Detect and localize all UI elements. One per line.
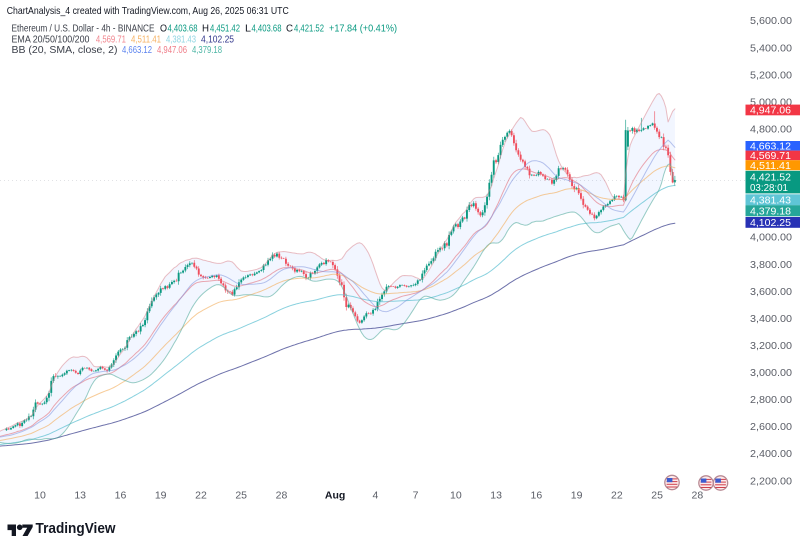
svg-text:5,600.00: 5,600.00 [750, 15, 792, 27]
svg-text:13: 13 [490, 490, 502, 502]
svg-text:EMA 20/50/100/200: EMA 20/50/100/200 [12, 34, 90, 45]
svg-text:+17.84 (+0.41%): +17.84 (+0.41%) [329, 24, 397, 35]
svg-text:28: 28 [276, 490, 288, 502]
svg-text:4,403.68: 4,403.68 [168, 24, 198, 35]
svg-text:4,663.12: 4,663.12 [122, 45, 152, 56]
svg-text:C: C [286, 24, 293, 35]
svg-text:Ethereum / U.S. Dollar - 4h -: Ethereum / U.S. Dollar - 4h - BINANCE [12, 24, 155, 35]
svg-text:4: 4 [372, 490, 378, 502]
svg-text:5,200.00: 5,200.00 [750, 69, 792, 81]
svg-text:2,400.00: 2,400.00 [750, 448, 792, 460]
svg-text:3,400.00: 3,400.00 [750, 313, 792, 325]
svg-text:25: 25 [651, 490, 663, 502]
svg-text:25: 25 [235, 490, 247, 502]
svg-text:4,569.71: 4,569.71 [96, 34, 126, 45]
svg-text:4,000.00: 4,000.00 [750, 232, 792, 244]
svg-text:2,600.00: 2,600.00 [750, 421, 792, 433]
svg-text:4,511.41: 4,511.41 [131, 34, 161, 45]
svg-text:10: 10 [450, 490, 462, 502]
svg-text:22: 22 [195, 490, 207, 502]
svg-text:4,102.25: 4,102.25 [201, 34, 234, 45]
svg-text:4,403.68: 4,403.68 [252, 24, 282, 35]
svg-text:3,800.00: 3,800.00 [750, 259, 792, 271]
svg-text:ChartAnalysis_4 created with T: ChartAnalysis_4 created with TradingView… [7, 6, 289, 17]
svg-text:H: H [202, 24, 209, 35]
svg-text:16: 16 [531, 490, 543, 502]
svg-text:O: O [160, 24, 167, 35]
svg-text:03:28:01: 03:28:01 [750, 183, 788, 194]
svg-text:16: 16 [115, 490, 127, 502]
svg-text:3,200.00: 3,200.00 [750, 340, 792, 352]
svg-text:2,200.00: 2,200.00 [750, 475, 792, 487]
svg-text:L: L [245, 24, 251, 35]
svg-text:4,800.00: 4,800.00 [750, 124, 792, 136]
svg-text:4,421.52: 4,421.52 [294, 24, 324, 35]
svg-text:4,451.42: 4,451.42 [210, 24, 240, 35]
svg-text:4,947.06: 4,947.06 [750, 105, 791, 117]
svg-text:2,800.00: 2,800.00 [750, 394, 792, 406]
svg-text:13: 13 [74, 490, 86, 502]
svg-text:4,381.43: 4,381.43 [166, 34, 196, 45]
svg-text:19: 19 [155, 490, 167, 502]
svg-text:4,379.18: 4,379.18 [750, 205, 791, 217]
svg-text:4,421.52: 4,421.52 [750, 171, 791, 183]
svg-text:3,000.00: 3,000.00 [750, 367, 792, 379]
svg-text:Aug: Aug [325, 490, 345, 502]
svg-text:5,400.00: 5,400.00 [750, 42, 792, 54]
svg-text:TradingView: TradingView [36, 520, 116, 537]
svg-text:7: 7 [413, 490, 419, 502]
svg-text:10: 10 [34, 490, 46, 502]
svg-text:4,379.18: 4,379.18 [192, 45, 222, 56]
svg-text:4,511.41: 4,511.41 [750, 160, 791, 172]
svg-text:3,600.00: 3,600.00 [750, 286, 792, 298]
svg-text:4,102.25: 4,102.25 [750, 217, 791, 229]
svg-text:BB (20, SMA, close, 2): BB (20, SMA, close, 2) [12, 45, 118, 56]
svg-text:19: 19 [571, 490, 583, 502]
svg-text:4,947.06: 4,947.06 [157, 45, 187, 56]
svg-text:28: 28 [692, 490, 704, 502]
svg-text:22: 22 [611, 490, 623, 502]
